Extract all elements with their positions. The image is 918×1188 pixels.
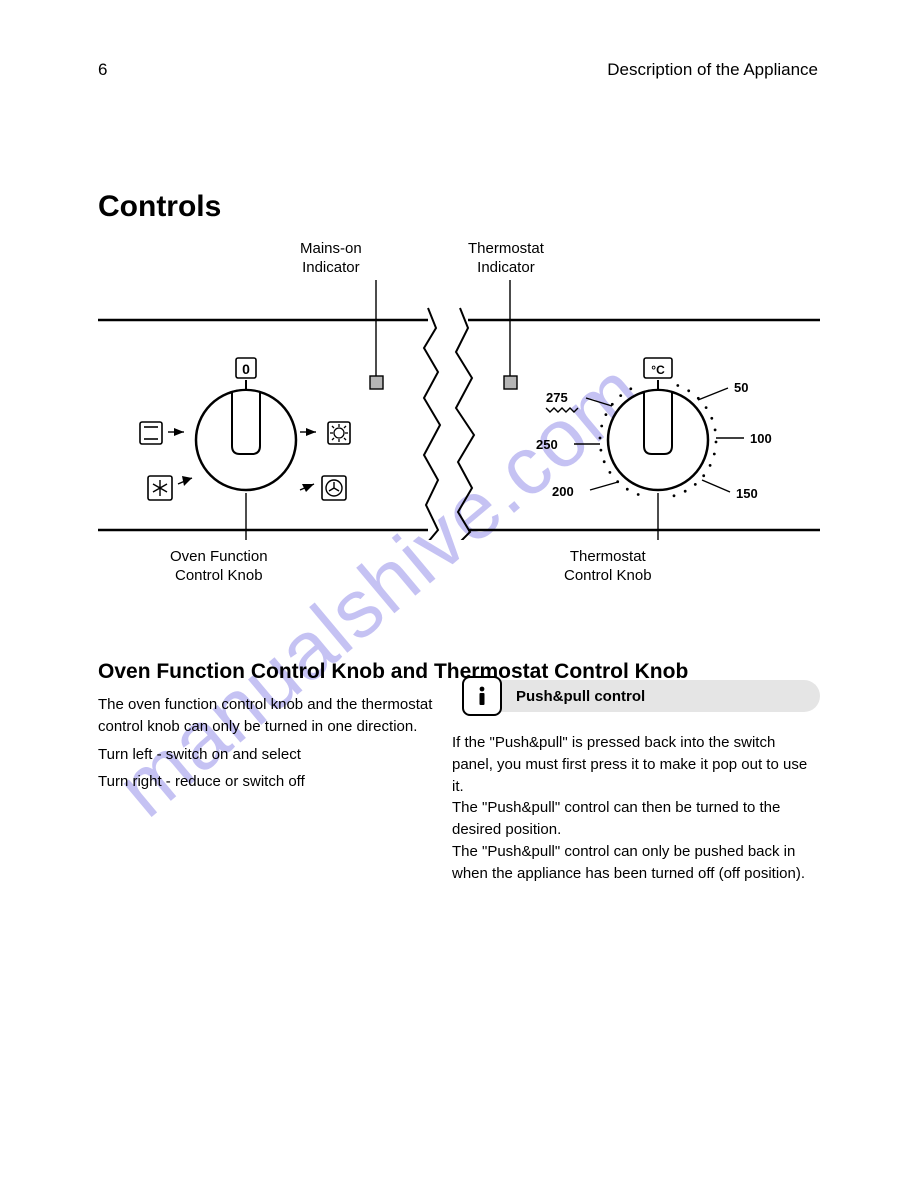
label-thermostat-knob: ThermostatControl Knob [564,548,652,586]
temp-200: 200 [552,484,574,499]
info-icon [462,676,502,716]
temp-100: 100 [750,431,772,446]
conventional-icon [140,422,162,444]
page-number: 6 [98,60,107,80]
temp-50: 50 [734,380,748,395]
pilot-light-mains [370,376,383,389]
pilot-light-thermostat [504,376,517,389]
label-text: Mains-onIndicator [300,240,362,276]
temp-275: 275 [546,390,568,405]
pushpull-line-1: If the "Push&pull" is pressed back into … [452,732,820,797]
pushpull-line-3: The "Push&pull" control can only be push… [452,841,820,885]
panel-svg: 0 [98,280,820,540]
heading-controls: Controls [98,190,221,224]
label-mains-indicator: Mains-onIndicator [300,240,362,278]
func-line-1: The oven function control knob and the t… [98,694,438,738]
label-function-knob: Oven FunctionControl Knob [170,548,268,586]
function-thermostat-body: The oven function control knob and the t… [98,694,438,799]
func-line-2: Turn left - switch on and select [98,744,438,766]
function-knob: 0 [140,358,350,500]
thermostat-knob: °C 50 100 150 200 250 [536,358,772,501]
temp-250: 250 [536,437,558,452]
func-line-3: Turn right - reduce or switch off [98,771,438,793]
label-text: ThermostatControl Knob [564,548,652,584]
grill-icon [546,408,578,412]
control-panel-diagram: Mains-onIndicator ThermostatIndicator Ov… [98,240,820,600]
label-text: Oven FunctionControl Knob [170,548,268,584]
temp-unit: °C [651,363,665,377]
pushpull-line-2: The "Push&pull" control can then be turn… [452,797,820,841]
zero-label: 0 [242,361,250,377]
label-text: ThermostatIndicator [468,240,544,276]
label-thermostat-indicator: ThermostatIndicator [468,240,544,278]
manual-page: 6 Description of the Appliance manualshi… [0,0,918,1188]
pushpull-section: Push&pull control If the "Push&pull" is … [448,670,820,884]
pushpull-body: If the "Push&pull" is pressed back into … [448,732,820,884]
temp-150: 150 [736,486,758,501]
info-banner: Push&pull control [448,670,820,722]
pushpull-title: Push&pull control [482,680,820,712]
section-header: Description of the Appliance [607,60,818,80]
